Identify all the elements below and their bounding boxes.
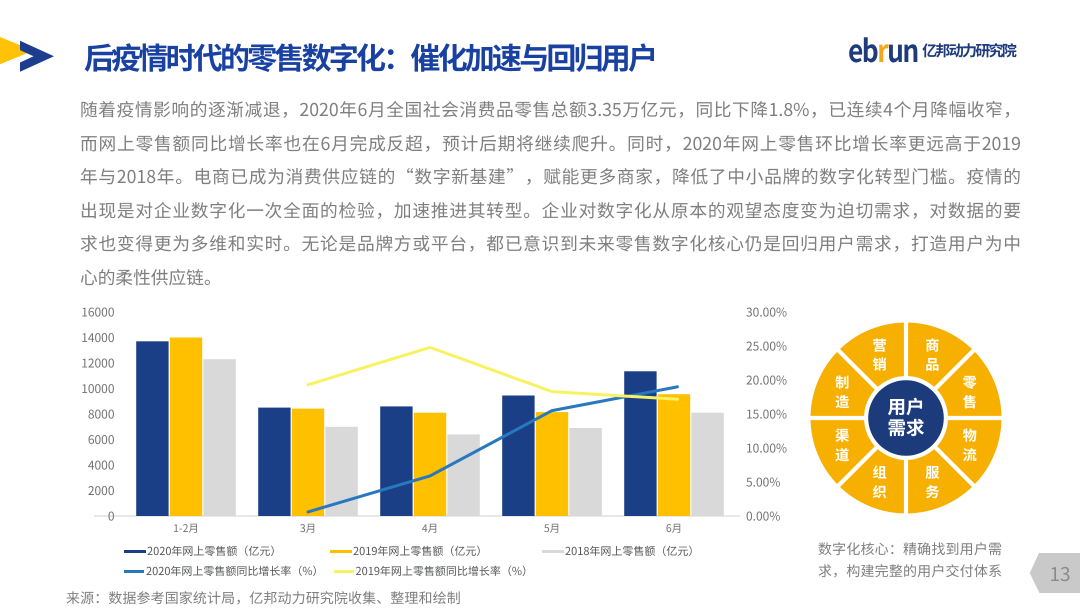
legend-label: 2019年网上零售额（亿元） [353, 543, 488, 559]
title-marker-icon [0, 36, 54, 72]
text-line: 年与2018年。电商已成为消费供应链的“数字新基建”，赋能更多商家，降低了中小品… [80, 163, 1021, 190]
donut-gap-line [836, 445, 879, 488]
legend-item[interactable]: 2019年网上零售额（亿元） [330, 545, 487, 559]
growth-line[interactable] [306, 385, 679, 514]
source-note: 来源：数据参考国家统计局，亿邦动力研究院收集、整理和绘制 [66, 588, 461, 608]
bar[interactable] [136, 341, 169, 516]
legend-label: 2018年网上零售额（亿元） [565, 543, 700, 559]
donut-segment-label: 零售 [963, 373, 977, 412]
category-label: 5月 [544, 521, 560, 536]
legend-item[interactable]: 2019年网上零售额同比增长率（%） [333, 563, 534, 579]
legend-swatch [542, 549, 564, 554]
left-axis-tick: 8000 [88, 406, 115, 423]
yellow-arrow-icon [0, 36, 34, 65]
donut-center-label: 用户需求 [887, 394, 925, 441]
donut-segment-label: 渠道 [835, 425, 849, 464]
page-title: 后疫情时代的零售数字化：催化加速与回归用户 [84, 34, 658, 78]
legend-item[interactable]: 2020年网上零售额同比增长率（%） [124, 565, 324, 579]
donut-segment-label: 营销 [872, 335, 886, 374]
donut-segment-label: 商品 [925, 335, 939, 374]
donut-segment-label: 物流 [963, 425, 977, 464]
logo-word-suffix: un [887, 26, 919, 71]
category-label: 6月 [666, 521, 682, 536]
brand-logo: ebrun 亿邦动力研究院 [848, 33, 1017, 67]
bar[interactable] [169, 337, 203, 517]
right-axis-tick: 20.00% [746, 372, 787, 389]
bar[interactable] [413, 412, 447, 516]
page-number-tab: 13 [1030, 553, 1080, 593]
bar-series [136, 341, 657, 517]
bar[interactable] [203, 359, 236, 516]
text-line: 数字化核心：精确找到用户需 [818, 539, 1002, 559]
bar[interactable] [447, 434, 480, 516]
donut-segment-label: 组织 [872, 463, 886, 502]
left-axis-tick: 4000 [88, 457, 115, 474]
bar-series [169, 337, 691, 517]
donut-gap-line [836, 348, 879, 391]
legend-swatch [333, 570, 354, 573]
legend-label: 2020年网上零售额（亿元） [147, 543, 282, 559]
right-axis-tick: 30.00% [746, 304, 787, 321]
right-axis-tick: 15.00% [746, 406, 787, 423]
legend-label: 2019年网上零售额同比增长率（%） [355, 563, 534, 579]
left-axis-tick: 0 [108, 508, 115, 525]
left-axis-tick: 2000 [88, 482, 115, 499]
bar[interactable] [569, 428, 602, 516]
left-axis-tick: 14000 [81, 329, 115, 346]
left-axis-tick: 16000 [81, 304, 115, 321]
right-axis-tick: 10.00% [746, 440, 787, 457]
left-axis-tick: 6000 [88, 431, 115, 448]
legend-item[interactable]: 2020年网上零售额（亿元） [124, 545, 281, 559]
legend-swatch [124, 570, 144, 573]
text-line: 随着疫情影响的逐渐减退，2020年6月全国社会消费品零售总额3.35万亿元，同比… [80, 96, 1021, 122]
right-axis-tick: 25.00% [746, 338, 787, 355]
bar[interactable] [291, 408, 325, 516]
text-line: 求也变得更为多维和实时。无论是品牌方或平台，都已意识到未来零售数字化核心仍是回归… [80, 230, 1021, 257]
category-label: 3月 [300, 521, 316, 536]
category-label: 1-2月 [173, 521, 199, 536]
left-axis-labels: 0 2000 4000 6000 8000 10000 12000 14000 16000 [81, 304, 115, 525]
text-line: 而网上零售额同比增长率也在6月完成反超，预计后期将继续爬升。同时，2020年网上… [80, 129, 1021, 156]
bar-groups[interactable] [136, 337, 724, 517]
blue-chevron-arrow-icon [20, 40, 54, 72]
donut-gap-line [933, 445, 976, 488]
category-axis-labels: 1-2月 3月 4月 5月 6月 [173, 521, 682, 536]
left-axis-tick: 12000 [81, 355, 115, 372]
right-axis-labels: 0.00% 5.00% 10.00% 15.00% 20.00% 25.00% 30.00% [746, 304, 787, 525]
bar[interactable] [258, 407, 291, 516]
logo-wordmark: ebrun [848, 33, 919, 64]
page-number: 13 [1049, 559, 1071, 587]
donut-center[interactable] [868, 380, 944, 456]
logo-cjk-text: 亿邦动力研究院 [922, 39, 1017, 61]
logo-word-accent: r [877, 26, 888, 71]
donut-segment-label: 服务 [925, 463, 939, 502]
legend-label: 2020年网上零售额同比增长率（%） [146, 563, 324, 579]
donut-caption: 数字化核心：精确找到用户需 求，构建完整的用户交付体系 [818, 538, 1002, 583]
growth-lines[interactable] [306, 345, 679, 514]
intro-paragraph: 随着疫情影响的逐渐减退，2020年6月全国社会消费品零售总额3.35万亿元，同比… [80, 93, 1021, 294]
right-axis-tick: 5.00% [746, 474, 780, 491]
category-label: 4月 [422, 521, 438, 536]
page-tab-shape [1029, 553, 1080, 593]
legend-swatch [124, 549, 146, 554]
logo-word-prefix: eb [848, 26, 879, 71]
donut-gap-line [933, 348, 976, 391]
legend-swatch [330, 549, 352, 554]
left-axis-tick: 10000 [81, 380, 115, 397]
text-line: 求，构建完整的用户交付体系 [818, 561, 1002, 582]
bar[interactable] [657, 394, 691, 516]
text-line: 出现是对企业数字化一次全面的检验，加速推进其转型。企业对数字化从原本的观望态度变… [80, 196, 1021, 223]
bar[interactable] [380, 406, 413, 516]
bar[interactable] [502, 395, 535, 517]
text-line: 心的柔性供应链。 [80, 263, 222, 290]
legend-item[interactable]: 2018年网上零售额（亿元） [542, 545, 699, 559]
growth-line[interactable] [306, 345, 679, 401]
donut-segment-label: 制造 [835, 373, 849, 412]
bar[interactable] [535, 412, 569, 516]
bar[interactable] [691, 412, 724, 516]
right-axis-tick: 0.00% [746, 508, 780, 525]
